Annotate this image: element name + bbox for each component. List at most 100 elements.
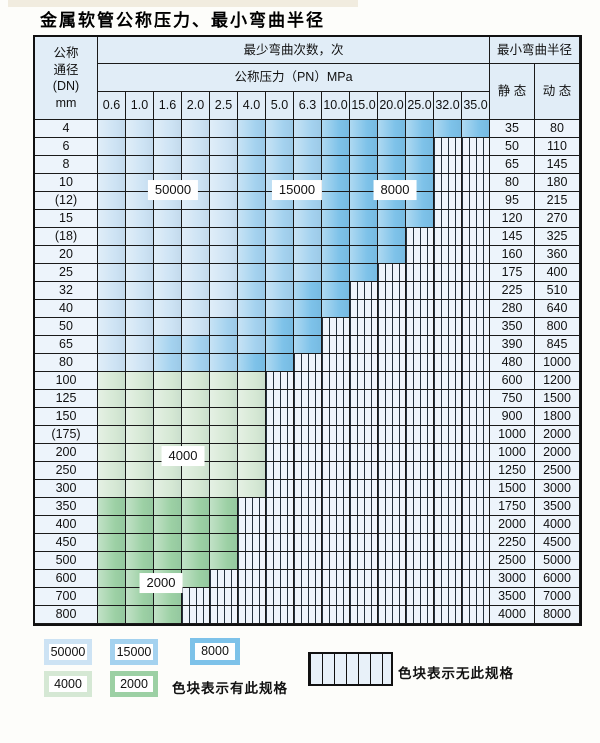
- no-spec-cell: [238, 498, 266, 516]
- spec-cell-8000: [350, 246, 378, 264]
- dynamic-radius-value: 4500: [535, 534, 580, 552]
- spec-cell-8000: [406, 210, 434, 228]
- spec-cell-50000: [126, 318, 154, 336]
- no-spec-cell: [462, 354, 490, 372]
- static-radius-value: 480: [490, 354, 535, 372]
- no-spec-cell: [462, 210, 490, 228]
- static-radius-value: 160: [490, 246, 535, 264]
- dynamic-radius-value: 7000: [535, 588, 580, 606]
- spec-cell-50000: [154, 156, 182, 174]
- spec-cell-15000: [210, 318, 238, 336]
- zone-label-50000: 50000: [147, 180, 199, 200]
- no-spec-cell: [434, 444, 462, 462]
- spec-cell-4000: [126, 426, 154, 444]
- spec-cell-2000: [210, 552, 238, 570]
- dynamic-radius-value: 2000: [535, 444, 580, 462]
- no-spec-cell: [294, 606, 322, 624]
- dn-cell: 80: [35, 354, 98, 372]
- static-column-header: 静 态: [490, 64, 535, 120]
- no-spec-cell: [406, 462, 434, 480]
- no-spec-cell: [406, 372, 434, 390]
- no-spec-cell: [238, 588, 266, 606]
- no-spec-cell: [406, 228, 434, 246]
- no-spec-cell: [266, 372, 294, 390]
- spec-cell-50000: [98, 246, 126, 264]
- spec-cell-2000: [154, 498, 182, 516]
- dynamic-radius-value: 400: [535, 264, 580, 282]
- no-spec-cell: [406, 534, 434, 552]
- spec-cell-8000: [350, 228, 378, 246]
- no-spec-cell: [406, 570, 434, 588]
- no-spec-cell: [238, 534, 266, 552]
- spec-cell-50000: [98, 174, 126, 192]
- pressure-col-header-4.0: 4.0: [238, 92, 266, 120]
- no-spec-cell: [462, 192, 490, 210]
- spec-cell-8000: [322, 138, 350, 156]
- dn-cell: 250: [35, 462, 98, 480]
- static-radius-value: 225: [490, 282, 535, 300]
- spec-cell-4000: [126, 408, 154, 426]
- spec-cell-8000: [378, 156, 406, 174]
- dn-cell: 150: [35, 408, 98, 426]
- no-spec-cell: [294, 480, 322, 498]
- spec-cell-15000: [182, 336, 210, 354]
- dn-cell: 4: [35, 120, 98, 138]
- spec-cell-4000: [182, 480, 210, 498]
- spec-cell-8000: [322, 300, 350, 318]
- no-spec-cell: [322, 480, 350, 498]
- no-spec-cell: [378, 516, 406, 534]
- no-spec-cell: [378, 534, 406, 552]
- spec-cell-15000: [182, 354, 210, 372]
- spec-table: 公称 通径 (DN) mm 最少弯曲次数，次 最小弯曲半径 公称压力（PN）MPa 静 态动 …: [33, 35, 582, 626]
- no-spec-cell: [462, 588, 490, 606]
- no-spec-cell: [378, 390, 406, 408]
- static-radius-value: 350: [490, 318, 535, 336]
- spec-cell-50000: [182, 318, 210, 336]
- spec-cell-15000: [294, 120, 322, 138]
- no-spec-cell: [350, 426, 378, 444]
- spec-cell-50000: [154, 210, 182, 228]
- dynamic-radius-value: 800: [535, 318, 580, 336]
- no-spec-cell: [434, 210, 462, 228]
- no-spec-cell: [350, 516, 378, 534]
- no-spec-cell: [406, 480, 434, 498]
- spec-cell-2000: [98, 534, 126, 552]
- static-radius-value: 280: [490, 300, 535, 318]
- nominal-pressure-header: 公称压力（PN）MPa: [98, 64, 490, 92]
- spec-cell-8000: [350, 138, 378, 156]
- legend-swatch-4000: 4000: [44, 671, 92, 697]
- spec-cell-4000: [182, 408, 210, 426]
- no-spec-cell: [462, 336, 490, 354]
- pressure-col-header-25.0: 25.0: [406, 92, 434, 120]
- spec-cell-15000: [238, 192, 266, 210]
- no-spec-cell: [462, 282, 490, 300]
- spec-cell-50000: [210, 174, 238, 192]
- no-spec-cell: [462, 318, 490, 336]
- spec-cell-50000: [154, 282, 182, 300]
- legend-swatch-50000: 50000: [44, 639, 92, 665]
- static-radius-value: 175: [490, 264, 535, 282]
- dynamic-radius-value: 1200: [535, 372, 580, 390]
- dn-header-line: 公称: [53, 46, 79, 60]
- spec-cell-8000: [266, 336, 294, 354]
- legend-label-8000: 8000: [201, 644, 229, 659]
- dn-cell: 25: [35, 264, 98, 282]
- bend-cycles-header: 最少弯曲次数，次: [98, 37, 490, 64]
- pressure-col-header-2.0: 2.0: [182, 92, 210, 120]
- no-spec-cell: [266, 390, 294, 408]
- static-radius-value: 2500: [490, 552, 535, 570]
- no-spec-cell: [434, 408, 462, 426]
- no-spec-cell: [294, 516, 322, 534]
- no-spec-cell: [294, 444, 322, 462]
- spec-cell-4000: [154, 390, 182, 408]
- no-spec-cell: [434, 174, 462, 192]
- spec-cell-8000: [294, 336, 322, 354]
- no-spec-cell: [350, 300, 378, 318]
- spec-cell-15000: [238, 318, 266, 336]
- spec-cell-8000: [266, 354, 294, 372]
- spec-cell-50000: [182, 138, 210, 156]
- spec-cell-4000: [154, 426, 182, 444]
- no-spec-cell: [434, 228, 462, 246]
- no-spec-cell: [462, 570, 490, 588]
- dynamic-radius-value: 325: [535, 228, 580, 246]
